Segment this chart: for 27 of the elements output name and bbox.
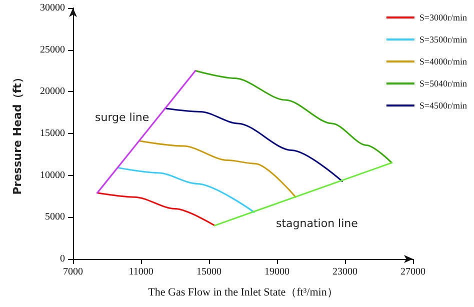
line-series <box>96 192 216 226</box>
line-series <box>118 167 255 213</box>
legend-label: S=3500r/min <box>419 34 468 44</box>
y-tick-label: 10000 <box>40 170 65 181</box>
x-tick-label: 15000 <box>196 266 222 278</box>
x-tick-label: 23000 <box>332 266 358 278</box>
legend-label: S=4000r/min <box>419 56 468 66</box>
x-tick-label: 27000 <box>400 266 426 278</box>
y-tick-label: 20000 <box>40 86 65 98</box>
x-tick-label: 11000 <box>128 266 154 278</box>
y-tick-label: 15000 <box>40 128 65 139</box>
legend-label: S=5040r/min <box>419 78 468 88</box>
y-tick-label: 25000 <box>40 44 65 56</box>
annotation: surge line <box>95 111 150 124</box>
x-tick-label: 19000 <box>264 266 290 278</box>
x-tick-label: 7000 <box>63 266 83 278</box>
annotation: stagnation line <box>276 217 358 230</box>
line-series <box>194 70 392 164</box>
y-axis-title: Pressure Head（ft） <box>11 72 24 195</box>
y-tick-label: 0 <box>60 254 65 264</box>
y-tick-label: 30000 <box>40 2 65 14</box>
y-tick-label: 5000 <box>45 212 65 223</box>
line-series <box>139 140 296 198</box>
x-axis-title: The Gas Flow in the Inlet State（ft³/min） <box>148 286 338 298</box>
legend-label: S=3000r/min <box>419 12 468 22</box>
line-series <box>164 108 343 182</box>
legend-label: S=4500r/min <box>419 100 468 110</box>
